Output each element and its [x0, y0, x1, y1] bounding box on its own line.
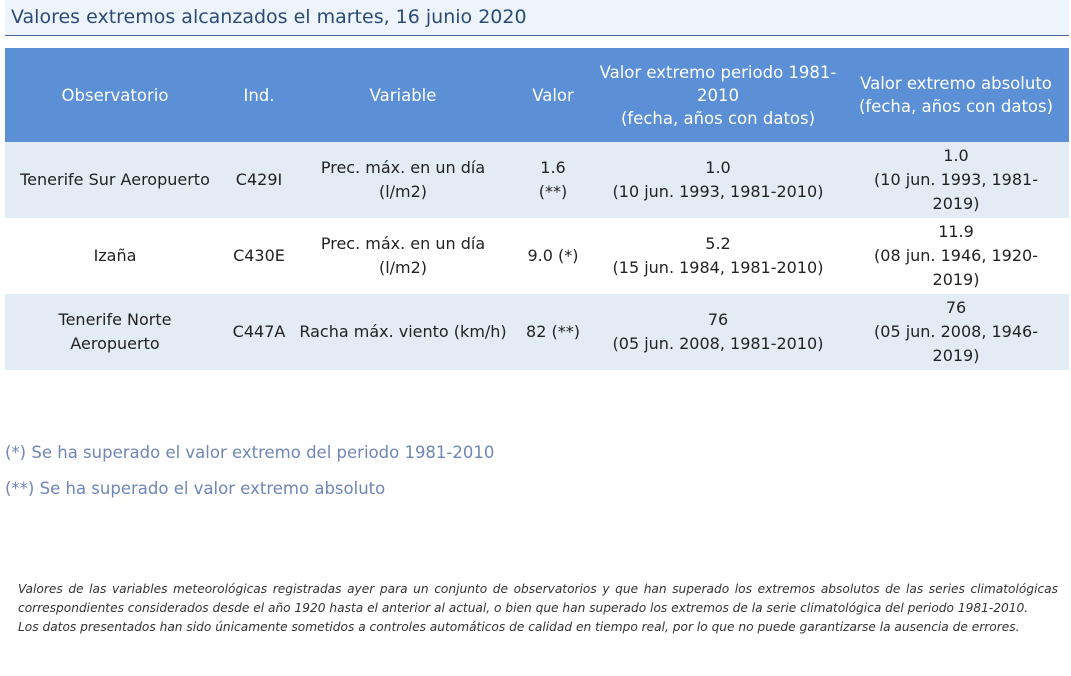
- cell-text-line: 2019): [932, 270, 980, 289]
- header-extremo-absoluto: Valor extremo absoluto (fecha, años con d…: [843, 48, 1069, 142]
- cell-text-line: 2019): [932, 346, 980, 365]
- cell-ind: C430E: [225, 218, 293, 294]
- disclaimer: Valores de las variables meteorológicas …: [18, 580, 1058, 637]
- cell-text-line: (l/m2): [378, 258, 428, 277]
- cell-text-line: (05 jun. 2008, 1981-2010): [612, 334, 824, 353]
- cell-extremo-absoluto: 1.0 (10 jun. 1993, 1981- 2019): [843, 142, 1069, 218]
- cell-text-line: 5.2: [705, 234, 731, 253]
- page-title: Valores extremos alcanzados el martes, 1…: [11, 6, 527, 28]
- cell-text-line: Observatorio: [61, 85, 169, 105]
- cell-text-line: (05 jun. 2008, 1946-: [874, 322, 1038, 341]
- cell-text-line: 76: [945, 298, 967, 317]
- cell-text-line: Valor extremo periodo 1981-: [599, 62, 837, 82]
- cell-valor: 1.6 (**): [513, 142, 593, 218]
- cell-text-line: 11.9: [938, 222, 974, 241]
- cell-text-line: Variable: [369, 85, 437, 105]
- cell-text-line: 1.6: [540, 158, 566, 177]
- table-row: Tenerife Norte Aeropuerto C447A Racha máx…: [5, 294, 1069, 370]
- table-header-row: Observatorio Ind. Variable Valor Valor e…: [5, 48, 1069, 142]
- cell-text-line: Racha máx. viento (km/h): [299, 322, 507, 341]
- cell-text-line: Ind.: [243, 85, 275, 105]
- cell-text-line: Tenerife Sur Aeropuerto: [20, 170, 210, 189]
- cell-text-line: 9.0 (*): [527, 246, 579, 265]
- footnotes: (*) Se ha superado el valor extremo del …: [5, 440, 494, 512]
- header-ind: Ind.: [225, 48, 293, 142]
- title-bar: Valores extremos alcanzados el martes, 1…: [5, 0, 1069, 36]
- cell-text-line: Aeropuerto: [70, 334, 160, 353]
- disclaimer-paragraph: Los datos presentados han sido únicament…: [18, 620, 1020, 634]
- footnote-periodo: (*) Se ha superado el valor extremo del …: [5, 443, 495, 462]
- header-variable: Variable: [293, 48, 513, 142]
- cell-observatorio: Izaña: [5, 218, 225, 294]
- cell-ind: C429I: [225, 142, 293, 218]
- cell-text-line: 82 (**): [526, 322, 580, 341]
- table-row: Izaña C430E Prec. máx. en un día (l/m2) 9…: [5, 218, 1069, 294]
- table-row: Tenerife Sur Aeropuerto C429I Prec. máx.…: [5, 142, 1069, 218]
- cell-variable: Prec. máx. en un día (l/m2): [293, 218, 513, 294]
- cell-text-line: (**): [538, 182, 568, 201]
- cell-observatorio: Tenerife Sur Aeropuerto: [5, 142, 225, 218]
- cell-text-line: (15 jun. 1984, 1981-2010): [612, 258, 824, 277]
- header-extremo-periodo: Valor extremo periodo 1981- 2010 (fecha, a…: [593, 48, 843, 142]
- cell-text-line: Tenerife Norte: [58, 310, 172, 329]
- cell-extremo-absoluto: 11.9 (08 jun. 1946, 1920- 2019): [843, 218, 1069, 294]
- cell-text-line: 1.0: [705, 158, 731, 177]
- cell-text-line: 2010: [697, 85, 739, 105]
- cell-text-line: Valor extremo absoluto: [860, 74, 1052, 93]
- cell-text-line: (10 jun. 1993, 1981-: [874, 170, 1038, 189]
- cell-text-line: Valor: [532, 85, 574, 105]
- cell-text-line: 2019): [932, 194, 980, 213]
- extremes-table: Observatorio Ind. Variable Valor Valor e…: [5, 48, 1069, 370]
- cell-extremo-periodo: 5.2 (15 jun. 1984, 1981-2010): [593, 218, 843, 294]
- cell-text-line: (fecha, años con datos): [858, 97, 1054, 116]
- cell-text-line: Prec. máx. en un día: [320, 158, 486, 177]
- header-valor: Valor: [513, 48, 593, 142]
- cell-text-line: (08 jun. 1946, 1920-: [874, 246, 1038, 265]
- cell-text-line: 1.0: [943, 146, 969, 165]
- cell-text-line: (l/m2): [378, 182, 428, 201]
- cell-valor: 82 (**): [513, 294, 593, 370]
- cell-extremo-periodo: 76 (05 jun. 2008, 1981-2010): [593, 294, 843, 370]
- cell-extremo-absoluto: 76 (05 jun. 2008, 1946- 2019): [843, 294, 1069, 370]
- footnote-absoluto: (**) Se ha superado el valor extremo abs…: [5, 479, 386, 498]
- cell-ind: C447A: [225, 294, 293, 370]
- cell-text-line: Izaña: [93, 246, 137, 265]
- cell-valor: 9.0 (*): [513, 218, 593, 294]
- cell-text-line: 76: [707, 310, 729, 329]
- cell-variable: Racha máx. viento (km/h): [293, 294, 513, 370]
- cell-text-line: (fecha, años con datos): [620, 108, 816, 128]
- header-observatorio: Observatorio: [5, 48, 225, 142]
- disclaimer-paragraph: Valores de las variables meteorológicas …: [18, 582, 1058, 615]
- cell-text-line: Prec. máx. en un día: [320, 234, 486, 253]
- cell-text-line: (10 jun. 1993, 1981-2010): [612, 182, 824, 201]
- cell-observatorio: Tenerife Norte Aeropuerto: [5, 294, 225, 370]
- cell-variable: Prec. máx. en un día (l/m2): [293, 142, 513, 218]
- cell-extremo-periodo: 1.0 (10 jun. 1993, 1981-2010): [593, 142, 843, 218]
